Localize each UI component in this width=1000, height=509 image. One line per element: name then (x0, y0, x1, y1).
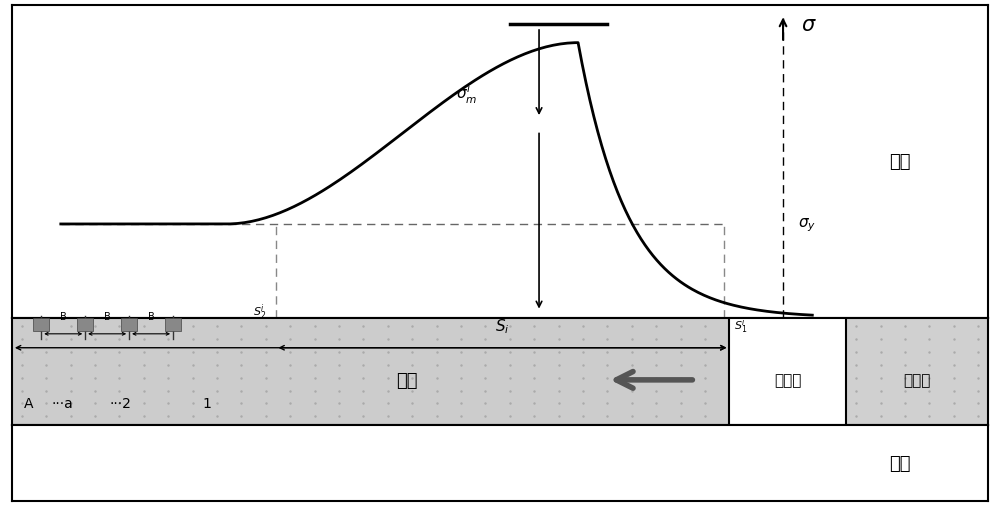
Bar (165, 318, 181, 331)
Text: $\sigma_y$: $\sigma_y$ (798, 216, 816, 233)
Text: $S_1^i$: $S_1^i$ (734, 316, 748, 335)
Text: B: B (60, 312, 67, 321)
Text: $\sigma_m^i$: $\sigma_m^i$ (456, 82, 477, 105)
Bar (846, 318, 988, 425)
Text: $S_2^i$: $S_2^i$ (253, 302, 266, 321)
Text: $S_i$: $S_i$ (495, 317, 510, 335)
Text: $\sigma$: $\sigma$ (801, 15, 816, 36)
Text: ···2: ···2 (110, 397, 131, 411)
Text: 采空区: 采空区 (904, 373, 931, 388)
Text: 工作面: 工作面 (774, 373, 802, 388)
Text: 1: 1 (202, 397, 211, 411)
Bar (121, 318, 137, 331)
Bar (12, 318, 729, 425)
Text: 顶板: 顶板 (889, 153, 911, 171)
Text: B: B (148, 312, 154, 321)
Bar (33, 318, 49, 331)
Bar (729, 318, 846, 425)
Text: 煤层: 煤层 (396, 371, 417, 389)
Text: ···a: ···a (51, 397, 73, 411)
Text: B: B (104, 312, 111, 321)
Bar (77, 318, 93, 331)
Text: 底板: 底板 (889, 454, 911, 472)
Text: A: A (24, 397, 33, 411)
